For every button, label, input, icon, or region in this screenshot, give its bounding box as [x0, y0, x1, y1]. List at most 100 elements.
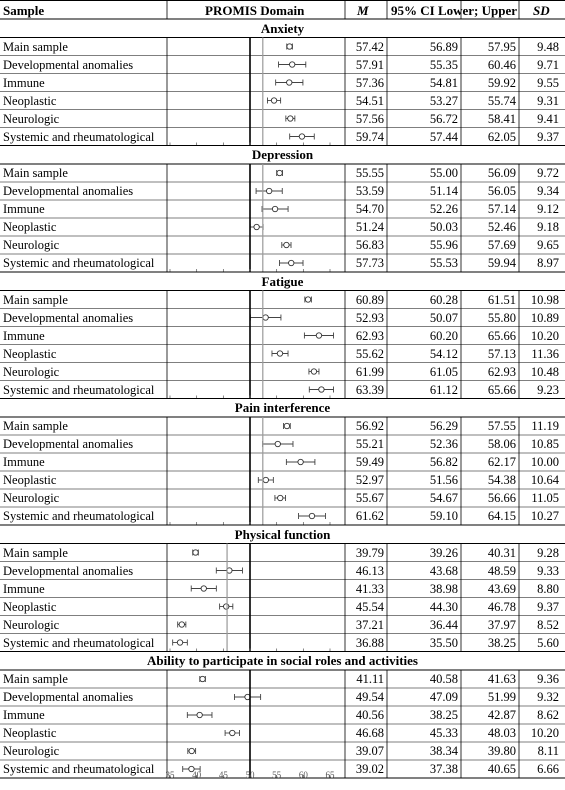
point-estimate — [283, 422, 291, 430]
row-mean: 55.67 — [355, 491, 384, 505]
row-mean: 56.92 — [355, 419, 384, 433]
axis-tick-label: 40 — [192, 770, 202, 780]
axis-tick-label: 45 — [218, 770, 228, 780]
row-ci-lower: 54.67 — [429, 491, 458, 505]
point-estimate — [200, 585, 207, 592]
row-mean: 49.54 — [355, 690, 384, 704]
row-mean: 37.21 — [355, 617, 384, 632]
row-sample-label: Main sample — [3, 292, 68, 307]
point-estimate — [276, 350, 284, 357]
row-sample-label: Developmental anomalies — [3, 184, 134, 198]
point-estimate — [188, 765, 195, 773]
row-ci-lower: 51.56 — [429, 473, 458, 487]
row-sample-label: Developmental anomalies — [3, 690, 134, 704]
row-mean: 59.74 — [355, 129, 384, 144]
row-ci-upper: 62.05 — [487, 129, 516, 144]
row-mean: 36.88 — [355, 635, 384, 650]
row-sample-label: Immune — [3, 708, 45, 722]
row-mean: 45.54 — [355, 599, 384, 614]
row-ci-lower: 59.10 — [429, 509, 458, 523]
point-estimate — [304, 296, 312, 303]
row-mean: 54.51 — [355, 93, 384, 108]
row-mean: 39.02 — [355, 762, 384, 776]
row-ci-upper: 62.17 — [487, 455, 516, 469]
point-estimate — [265, 187, 273, 195]
row-mean: 60.89 — [355, 292, 384, 307]
point-estimate — [297, 458, 304, 466]
row-sd: 10.64 — [530, 473, 559, 487]
point-estimate — [188, 747, 195, 755]
point-estimate — [289, 61, 296, 68]
row-sample-label: Systemic and rheumatological — [3, 382, 155, 397]
row-ci-lower: 52.36 — [429, 437, 458, 451]
row-sample-label: Neurologic — [3, 238, 60, 252]
row-ci-upper: 37.97 — [487, 617, 516, 632]
row-ci-lower: 56.82 — [429, 455, 458, 469]
row-mean: 46.68 — [355, 726, 384, 740]
row-sd: 9.65 — [537, 238, 559, 252]
row-sd: 9.28 — [537, 545, 559, 560]
row-sample-label: Systemic and rheumatological — [3, 762, 155, 776]
row-sample-label: Developmental anomalies — [3, 57, 134, 72]
row-mean: 61.99 — [355, 364, 384, 379]
row-sample-label: Main sample — [3, 672, 68, 686]
row-ci-upper: 57.14 — [487, 202, 516, 216]
header-domain: PROMIS Domain — [205, 3, 305, 18]
row-ci-lower: 53.27 — [429, 93, 458, 108]
row-ci-upper: 59.92 — [487, 75, 516, 90]
row-ci-lower: 55.00 — [429, 166, 458, 180]
point-estimate — [192, 549, 199, 556]
row-ci-lower: 38.25 — [429, 708, 458, 722]
point-estimate — [287, 115, 294, 122]
row-ci-lower: 37.38 — [429, 762, 458, 776]
row-sample-label: Developmental anomalies — [3, 437, 134, 451]
row-sd: 11.05 — [531, 491, 559, 505]
row-mean: 59.49 — [355, 455, 384, 469]
row-ci-upper: 62.93 — [487, 364, 516, 379]
row-sd: 9.32 — [537, 690, 559, 704]
row-ci-lower: 47.09 — [429, 690, 458, 704]
row-sd: 8.11 — [537, 744, 559, 758]
row-ci-upper: 46.78 — [487, 599, 516, 614]
row-sample-label: Immune — [3, 581, 45, 596]
point-estimate — [262, 314, 269, 321]
point-estimate — [199, 675, 206, 683]
row-sd: 8.62 — [537, 708, 559, 722]
row-sd: 10.20 — [530, 328, 559, 343]
axis-tick-label: 55 — [272, 770, 282, 780]
header-sd: SD — [533, 3, 550, 18]
section-title: Fatigue — [261, 273, 304, 289]
row-ci-lower: 38.98 — [429, 581, 458, 596]
row-mean: 51.24 — [355, 220, 384, 234]
point-estimate — [310, 368, 318, 375]
row-ci-upper: 65.66 — [487, 382, 516, 397]
row-mean: 54.70 — [355, 202, 384, 216]
point-estimate — [229, 729, 236, 737]
row-sample-label: Immune — [3, 455, 45, 469]
row-ci-upper: 40.31 — [487, 545, 516, 560]
row-ci-lower: 43.68 — [429, 563, 458, 578]
row-sd: 9.41 — [537, 111, 559, 126]
row-sample-label: Neoplastic — [3, 346, 57, 361]
row-ci-upper: 54.38 — [487, 473, 516, 487]
row-sd: 8.97 — [537, 256, 559, 270]
row-sd: 9.55 — [537, 75, 559, 90]
row-sd: 10.20 — [530, 726, 559, 740]
point-estimate — [276, 169, 283, 177]
row-ci-lower: 50.03 — [429, 220, 458, 234]
row-sd: 9.18 — [537, 220, 559, 234]
point-estimate — [223, 603, 230, 610]
row-sample-label: Main sample — [3, 39, 68, 54]
row-ci-upper: 57.69 — [487, 238, 516, 252]
row-ci-upper: 43.69 — [487, 581, 516, 596]
row-mean: 61.62 — [355, 509, 384, 523]
row-ci-upper: 48.03 — [487, 726, 516, 740]
axis-tick-label: 35 — [165, 770, 175, 780]
row-ci-lower: 61.05 — [429, 364, 458, 379]
row-mean: 56.83 — [355, 238, 384, 252]
point-estimate — [318, 386, 325, 393]
point-estimate — [178, 621, 185, 628]
row-sd: 11.19 — [531, 419, 559, 433]
row-ci-lower: 39.26 — [429, 545, 458, 560]
